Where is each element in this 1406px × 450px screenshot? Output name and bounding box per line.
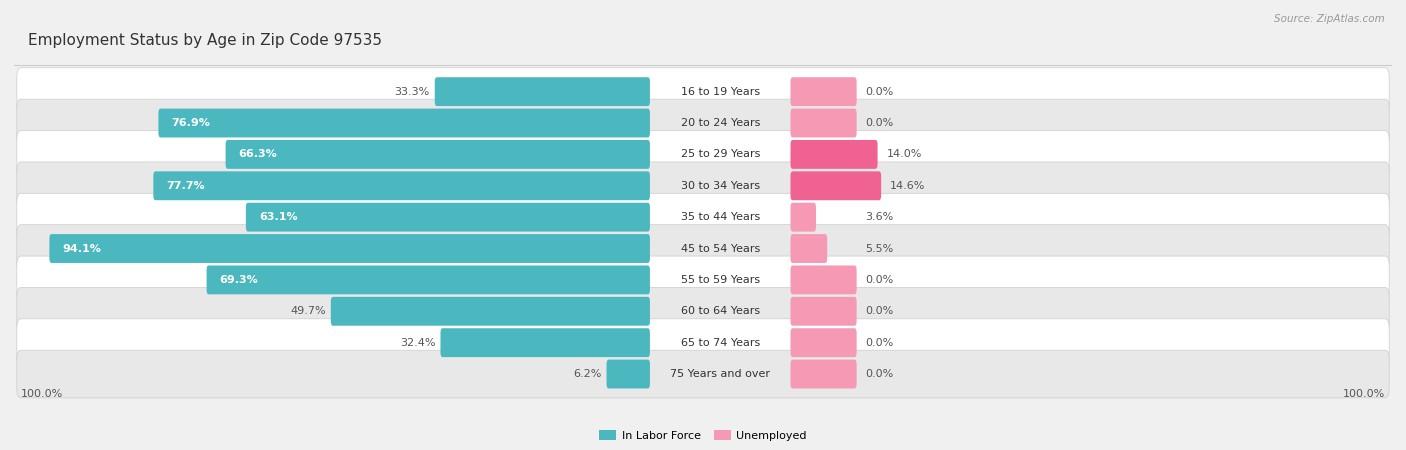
FancyBboxPatch shape — [246, 202, 650, 232]
Legend: In Labor Force, Unemployed: In Labor Force, Unemployed — [595, 426, 811, 445]
FancyBboxPatch shape — [153, 171, 650, 200]
FancyBboxPatch shape — [790, 360, 856, 388]
FancyBboxPatch shape — [606, 360, 650, 388]
FancyBboxPatch shape — [790, 77, 856, 106]
FancyBboxPatch shape — [159, 108, 650, 137]
FancyBboxPatch shape — [17, 225, 1389, 272]
FancyBboxPatch shape — [17, 194, 1389, 241]
Text: 0.0%: 0.0% — [866, 275, 894, 285]
FancyBboxPatch shape — [207, 266, 650, 294]
Text: 3.6%: 3.6% — [866, 212, 894, 222]
Text: 63.1%: 63.1% — [259, 212, 298, 222]
Text: 5.5%: 5.5% — [866, 243, 894, 253]
Text: Employment Status by Age in Zip Code 97535: Employment Status by Age in Zip Code 975… — [28, 33, 382, 49]
Text: 0.0%: 0.0% — [866, 369, 894, 379]
Text: 0.0%: 0.0% — [866, 118, 894, 128]
Text: 6.2%: 6.2% — [574, 369, 602, 379]
FancyBboxPatch shape — [17, 319, 1389, 366]
FancyBboxPatch shape — [330, 297, 650, 326]
FancyBboxPatch shape — [17, 350, 1389, 398]
FancyBboxPatch shape — [225, 140, 650, 169]
Text: 77.7%: 77.7% — [166, 181, 205, 191]
FancyBboxPatch shape — [790, 140, 877, 169]
FancyBboxPatch shape — [17, 256, 1389, 304]
Text: 25 to 29 Years: 25 to 29 Years — [681, 149, 759, 159]
Text: 49.7%: 49.7% — [291, 306, 326, 316]
FancyBboxPatch shape — [790, 328, 856, 357]
Text: 14.0%: 14.0% — [887, 149, 922, 159]
Text: 20 to 24 Years: 20 to 24 Years — [681, 118, 759, 128]
FancyBboxPatch shape — [790, 234, 827, 263]
Text: 16 to 19 Years: 16 to 19 Years — [681, 87, 759, 97]
Text: 69.3%: 69.3% — [219, 275, 259, 285]
Text: 30 to 34 Years: 30 to 34 Years — [681, 181, 759, 191]
Text: 0.0%: 0.0% — [866, 338, 894, 348]
Text: 66.3%: 66.3% — [239, 149, 277, 159]
Text: 60 to 64 Years: 60 to 64 Years — [681, 306, 759, 316]
Text: 75 Years and over: 75 Years and over — [671, 369, 770, 379]
Text: 0.0%: 0.0% — [866, 306, 894, 316]
Text: 32.4%: 32.4% — [401, 338, 436, 348]
Text: 65 to 74 Years: 65 to 74 Years — [681, 338, 759, 348]
Text: 100.0%: 100.0% — [21, 389, 63, 400]
FancyBboxPatch shape — [790, 297, 856, 326]
FancyBboxPatch shape — [790, 202, 815, 232]
FancyBboxPatch shape — [17, 130, 1389, 178]
FancyBboxPatch shape — [17, 162, 1389, 210]
Text: 35 to 44 Years: 35 to 44 Years — [681, 212, 759, 222]
FancyBboxPatch shape — [17, 288, 1389, 335]
FancyBboxPatch shape — [49, 234, 650, 263]
FancyBboxPatch shape — [790, 171, 882, 200]
Text: 33.3%: 33.3% — [395, 87, 430, 97]
Text: 94.1%: 94.1% — [62, 243, 101, 253]
FancyBboxPatch shape — [17, 99, 1389, 147]
FancyBboxPatch shape — [790, 108, 856, 137]
Text: 76.9%: 76.9% — [172, 118, 211, 128]
Text: 14.6%: 14.6% — [890, 181, 925, 191]
Text: 0.0%: 0.0% — [866, 87, 894, 97]
Text: 45 to 54 Years: 45 to 54 Years — [681, 243, 759, 253]
FancyBboxPatch shape — [790, 266, 856, 294]
Text: Source: ZipAtlas.com: Source: ZipAtlas.com — [1274, 14, 1385, 23]
FancyBboxPatch shape — [434, 77, 650, 106]
Text: 55 to 59 Years: 55 to 59 Years — [681, 275, 759, 285]
FancyBboxPatch shape — [17, 68, 1389, 116]
FancyBboxPatch shape — [440, 328, 650, 357]
Text: 100.0%: 100.0% — [1343, 389, 1385, 400]
